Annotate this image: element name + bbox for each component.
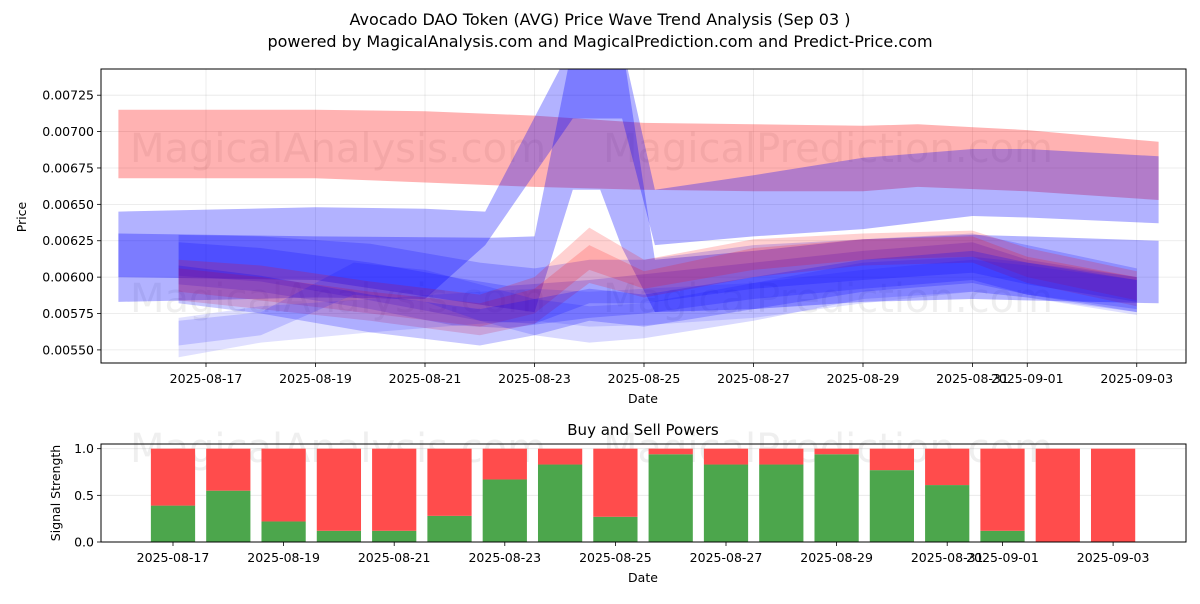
- price-chart: MagicalAnalysis.com MagicalPrediction.co…: [14, 68, 1187, 406]
- signal-y-ticks: 0.0 0.5 1.0: [74, 441, 101, 550]
- sell-bar: [925, 448, 970, 486]
- price-y-tick-label: 0.00600: [42, 270, 94, 285]
- price-y-ticks: 0.00550 0.00575 0.00600 0.00625 0.00650 0.006…: [42, 88, 101, 357]
- sell-bar: [814, 448, 859, 455]
- signal-x-tick-label: 2025-09-03: [1077, 550, 1150, 565]
- red-band-2: [178, 236, 1137, 336]
- buy-bar: [648, 454, 693, 542]
- sell-bar: [150, 448, 196, 506]
- blue-band-spike: [118, 69, 1159, 313]
- price-x-tick-label: 2025-08-19: [279, 371, 352, 386]
- price-y-tick-label: 0.00625: [42, 233, 94, 248]
- sell-bar: [759, 448, 804, 465]
- signal-chart-title: Buy and Sell Powers: [567, 421, 719, 439]
- sell-bar: [593, 448, 638, 517]
- buy-bar: [372, 530, 417, 542]
- signal-x-tick-label: 2025-08-25: [579, 550, 652, 565]
- price-x-tick-label: 2025-08-17: [170, 371, 243, 386]
- price-axes-frame: [100, 68, 1187, 364]
- red-band-upper: [118, 109, 1159, 200]
- buy-bar: [316, 530, 362, 542]
- signal-x-axis-label: Date: [628, 570, 658, 585]
- watermark-analysis: MagicalAnalysis.com: [130, 126, 546, 172]
- buy-bar: [869, 470, 915, 542]
- price-y-axis-label: Price: [14, 201, 29, 232]
- signal-bars: [150, 448, 1136, 542]
- buy-bar: [759, 464, 804, 542]
- sell-bar: [372, 448, 417, 531]
- price-x-tick-label: 2025-08-29: [827, 371, 900, 386]
- sell-bar: [1090, 448, 1136, 542]
- watermark-analysis-2: MagicalAnalysis.com: [130, 276, 546, 322]
- blue-band-1: [178, 233, 1137, 324]
- signal-x-tick-label: 2025-08-27: [690, 550, 763, 565]
- sell-bar: [703, 448, 749, 465]
- buy-bar: [703, 464, 749, 542]
- buy-bar: [925, 485, 970, 542]
- sell-bar: [537, 448, 583, 465]
- blue-band-upper: [118, 69, 1159, 302]
- signal-chart: Buy and Sell Powers MagicalAnalysis.com …: [48, 421, 1187, 585]
- price-x-tick-label: 2025-09-03: [1100, 371, 1173, 386]
- sell-bar: [980, 448, 1025, 531]
- price-x-tick-label: 2025-08-31: [936, 371, 1009, 386]
- sell-bar: [869, 448, 915, 471]
- price-grid: [101, 69, 1186, 363]
- sell-bar: [316, 448, 362, 531]
- blue-band-3: [178, 250, 1137, 346]
- buy-bar: [980, 530, 1025, 542]
- chart-subtitle: powered by MagicalAnalysis.com and Magic…: [267, 32, 932, 51]
- signal-x-tick-label: 2025-08-19: [247, 550, 320, 565]
- signal-x-tick-label: 2025-08-29: [800, 550, 873, 565]
- price-x-axis-label: Date: [628, 391, 658, 406]
- buy-bar: [427, 515, 472, 542]
- price-x-tick-label: 2025-09-01: [991, 371, 1064, 386]
- signal-axes-frame: [100, 443, 1187, 543]
- signal-x-tick-label: 2025-08-21: [358, 550, 431, 565]
- sell-bar: [261, 448, 306, 522]
- signal-x-tick-label: 2025-09-01: [966, 550, 1039, 565]
- sell-bar: [1035, 448, 1080, 542]
- price-y-tick-label: 0.00550: [42, 342, 94, 357]
- watermark-prediction: MagicalPrediction.com: [603, 126, 1053, 172]
- price-y-tick-label: 0.00725: [42, 88, 94, 103]
- buy-bar: [261, 521, 306, 542]
- signal-x-tick-label: 2025-08-23: [468, 550, 541, 565]
- buy-bar: [206, 490, 251, 542]
- blue-band-5: [178, 259, 1137, 358]
- watermark-prediction-2: MagicalPrediction.com: [603, 276, 1053, 322]
- price-y-tick-label: 0.00675: [42, 160, 94, 175]
- price-x-tick-label: 2025-08-27: [717, 371, 790, 386]
- signal-y-tick-label: 0.0: [74, 535, 94, 550]
- sell-bar: [648, 448, 693, 455]
- price-y-tick-label: 0.00575: [42, 306, 94, 321]
- blue-band-2: [178, 242, 1137, 329]
- buy-bar: [482, 479, 527, 542]
- buy-bar: [814, 454, 859, 542]
- price-bands: [118, 69, 1159, 358]
- signal-x-tick-label: 2025-08-17: [137, 550, 210, 565]
- signal-x-ticks: 2025-08-17 2025-08-19 2025-08-21 2025-08-23…: [137, 542, 1150, 565]
- buy-bar: [537, 464, 583, 542]
- signal-y-axis-label: Signal Strength: [48, 445, 63, 541]
- chart-title: Avocado DAO Token (AVG) Price Wave Trend…: [350, 10, 851, 29]
- signal-y-tick-label: 0.5: [74, 488, 94, 503]
- sell-bar: [206, 448, 251, 491]
- price-y-tick-label: 0.00650: [42, 197, 94, 212]
- price-x-ticks: 2025-08-17 2025-08-19 2025-08-21 2025-08-23…: [170, 363, 1173, 386]
- sell-bar: [427, 448, 472, 516]
- blue-band-4: [178, 256, 1137, 346]
- price-x-tick-label: 2025-08-23: [498, 371, 571, 386]
- price-y-tick-label: 0.00700: [42, 124, 94, 139]
- signal-y-tick-label: 1.0: [74, 441, 94, 456]
- signal-x-tick-label: 2025-08-31: [911, 550, 984, 565]
- red-band-1: [178, 227, 1137, 327]
- sell-bar: [482, 448, 527, 480]
- price-x-tick-label: 2025-08-21: [389, 371, 462, 386]
- price-x-tick-label: 2025-08-25: [608, 371, 681, 386]
- buy-bar: [593, 516, 638, 542]
- buy-bar: [150, 505, 196, 542]
